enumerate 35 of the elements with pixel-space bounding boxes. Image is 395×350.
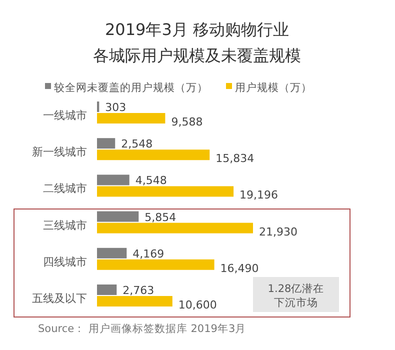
bar	[97, 222, 253, 234]
y-tick-label: 五线及以下	[32, 292, 87, 305]
source-note: Source： 用户画像标签数据库 2019年3月	[38, 322, 246, 335]
data-label: 4,169	[132, 247, 164, 260]
data-label: 16,490	[220, 262, 259, 275]
bar	[97, 150, 210, 160]
y-tick-label: 二线城市	[43, 182, 87, 196]
data-label: 2,548	[121, 138, 153, 151]
data-label: 10,600	[178, 298, 217, 312]
data-label: 19,196	[240, 188, 278, 202]
legend-label: 用户规模（万）	[235, 81, 312, 94]
bar	[97, 113, 166, 124]
chart-title: 2019年3月 移动购物行业	[105, 20, 289, 39]
y-tick-label: 新一线城市	[32, 146, 87, 159]
data-label: 21,930	[259, 225, 298, 238]
bar	[97, 248, 127, 258]
bar	[97, 259, 214, 270]
data-label: 15,834	[216, 152, 254, 166]
data-label: 2,763	[122, 284, 154, 297]
legend-label: 较全网未覆盖的用户规模（万）	[54, 81, 208, 94]
text: 1.28亿潜在下沉市场	[268, 282, 324, 309]
data-label: 9,588	[171, 116, 203, 128]
bar	[97, 138, 116, 149]
data-label: 5,854	[144, 210, 176, 224]
data-label: 303	[105, 101, 126, 114]
y-tick-label: 四线城市	[43, 255, 87, 268]
bar	[97, 211, 139, 222]
y-tick-label: 三线城市	[43, 218, 87, 232]
y-tick-label: 一线城市	[43, 109, 87, 122]
bar	[97, 174, 130, 186]
bar	[97, 186, 234, 197]
bar	[97, 296, 172, 306]
chart-subtitle: 各城际用户规模及未覆盖规模	[93, 46, 301, 65]
data-label: 4,548	[135, 174, 167, 188]
bar	[97, 284, 117, 295]
